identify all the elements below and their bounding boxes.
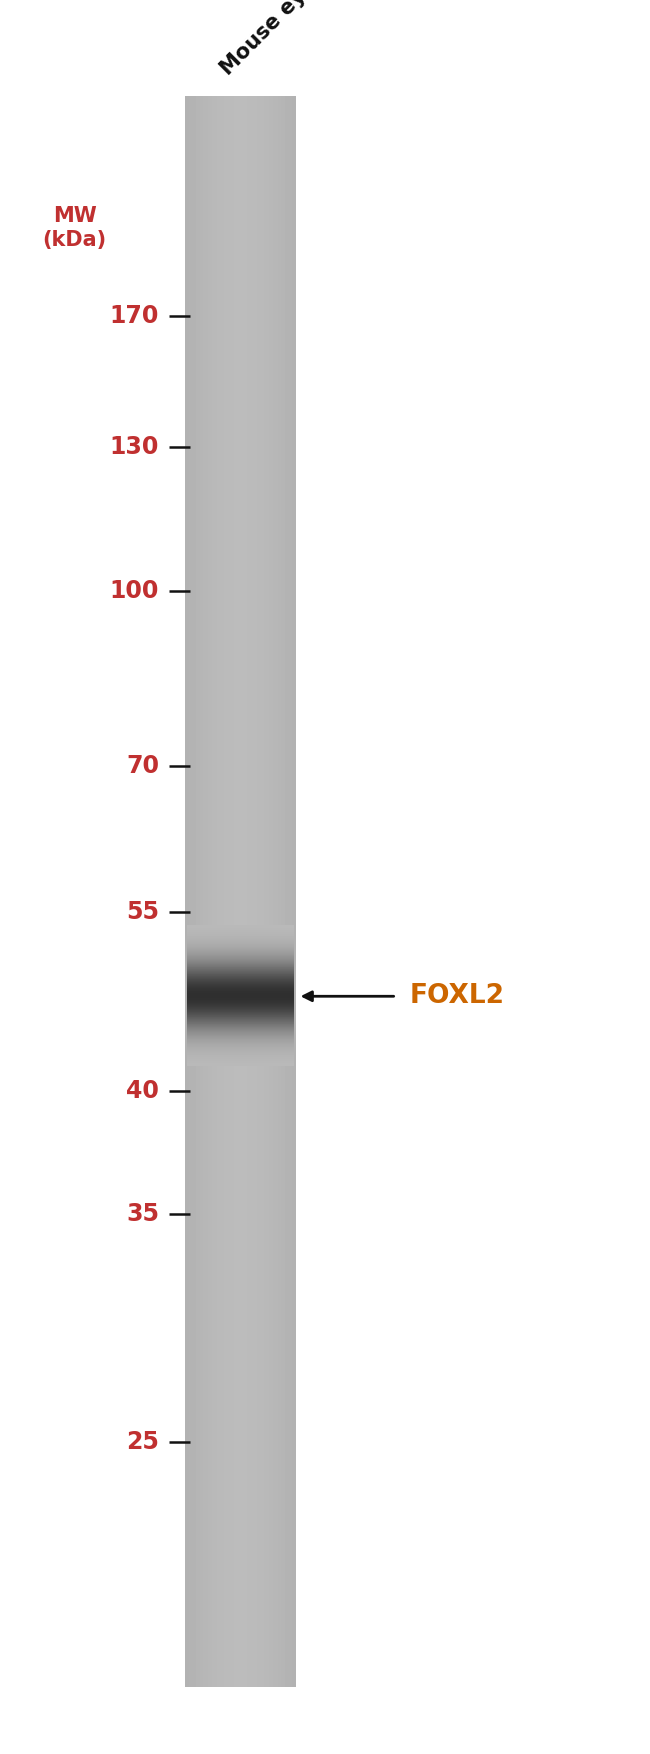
Text: 25: 25 — [126, 1430, 159, 1454]
Text: 35: 35 — [126, 1201, 159, 1226]
Text: 70: 70 — [126, 754, 159, 779]
Text: 40: 40 — [126, 1079, 159, 1103]
Text: 170: 170 — [110, 303, 159, 328]
Text: 130: 130 — [110, 435, 159, 460]
Text: FOXL2: FOXL2 — [410, 984, 504, 1009]
Text: MW
(kDa): MW (kDa) — [43, 205, 107, 251]
Text: 100: 100 — [110, 579, 159, 603]
Text: 55: 55 — [126, 900, 159, 924]
Text: Mouse eye: Mouse eye — [216, 0, 320, 79]
